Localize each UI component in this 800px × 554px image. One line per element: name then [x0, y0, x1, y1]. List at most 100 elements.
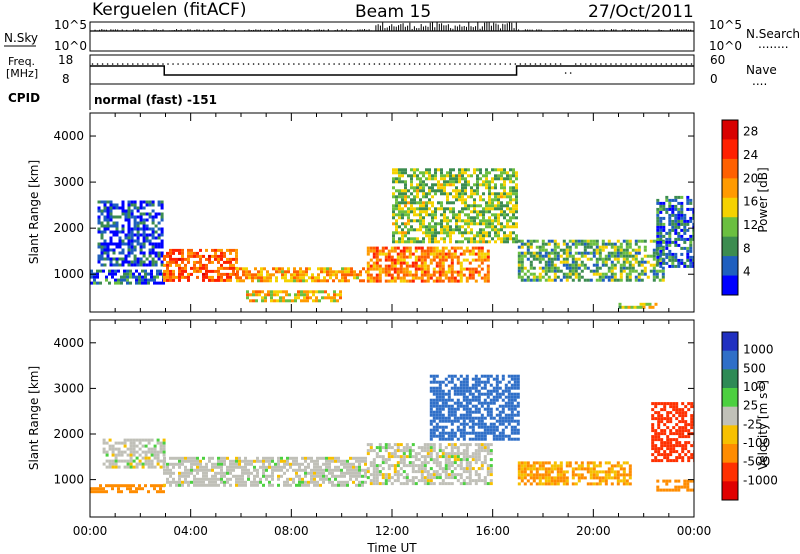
scatter-cell — [411, 455, 415, 459]
scatter-cell — [172, 248, 175, 252]
scatter-cell — [510, 416, 514, 420]
scatter-cell — [90, 275, 93, 279]
scatter-cell — [217, 471, 220, 475]
scatter-cell — [462, 449, 466, 453]
scatter-cell — [187, 257, 190, 261]
scatter-cell — [656, 243, 660, 247]
scatter-cell — [689, 201, 693, 205]
nave-marker: .... — [752, 74, 767, 88]
scatter-cell — [111, 487, 114, 491]
scatter-cell — [619, 278, 623, 282]
scatter-cell — [450, 443, 454, 447]
scatter-cell — [447, 452, 451, 456]
scatter-cell — [489, 407, 493, 411]
scatter-cell — [628, 266, 632, 270]
scatter-cell — [526, 257, 530, 261]
scatter-cell — [127, 212, 131, 216]
scatter-cell — [112, 257, 116, 261]
scatter-cell — [162, 281, 165, 285]
scatter-cell — [115, 245, 119, 249]
scatter-cell — [100, 236, 104, 240]
scatter-cell — [619, 263, 623, 267]
scatter-cell — [404, 201, 407, 205]
scatter-cell — [299, 276, 302, 280]
scatter-cell — [364, 456, 367, 460]
scatter-cell — [571, 263, 575, 267]
scatter-cell — [622, 470, 626, 474]
scatter-cell — [666, 426, 670, 430]
scatter-cell — [136, 236, 140, 240]
scatter-cell — [270, 296, 273, 300]
scatter-cell — [465, 267, 469, 271]
scatter-cell — [322, 480, 325, 484]
scatter-cell — [506, 213, 509, 217]
scatter-cell — [616, 473, 620, 477]
scatter-cell — [459, 443, 463, 447]
scatter-cell — [577, 275, 581, 279]
scatter-cell — [520, 254, 524, 258]
scatter-cell — [413, 237, 416, 241]
scatter-cell — [654, 459, 658, 463]
scatter-cell — [665, 231, 669, 235]
scatter-cell — [334, 474, 337, 478]
scatter-cell — [607, 254, 611, 258]
scatter-cell — [513, 413, 517, 417]
scatter-cell — [683, 228, 687, 232]
scatter-cell — [250, 483, 253, 487]
scatter-cell — [495, 386, 499, 390]
scatter-cell — [264, 296, 267, 300]
scatter-cell — [132, 465, 136, 469]
scatter-cell — [121, 224, 125, 228]
scatter-cell — [159, 450, 163, 454]
scatter-cell — [660, 441, 664, 445]
scatter-cell — [610, 272, 614, 276]
nsearch-marker: ........ — [758, 37, 789, 51]
scatter-cell — [510, 395, 514, 399]
scatter-cell — [217, 266, 220, 270]
scatter-cell — [435, 270, 439, 274]
scatter-cell — [434, 216, 437, 220]
scatter-cell — [102, 490, 105, 494]
scatter-cell — [477, 398, 481, 402]
scatter-cell — [662, 488, 666, 492]
scatter-cell — [458, 216, 461, 220]
scatter-cell — [441, 279, 445, 283]
scatter-cell — [468, 252, 472, 256]
scatter-cell — [440, 177, 443, 181]
scatter-cell — [483, 437, 487, 441]
scatter-cell — [529, 482, 533, 486]
scatter-cell — [477, 479, 481, 483]
scatter-cell — [455, 198, 458, 202]
scatter-cell — [627, 305, 631, 309]
scatter-cell — [298, 480, 301, 484]
scatter-cell — [498, 386, 502, 390]
cpid-value: normal (fast) -151 — [94, 93, 217, 107]
scatter-cell — [553, 479, 557, 483]
scatter-cell — [465, 416, 469, 420]
scatter-cell — [335, 273, 338, 277]
scatter-cell — [408, 264, 412, 268]
scatter-cell — [353, 273, 356, 277]
scatter-cell — [325, 456, 328, 460]
scatter-cell — [471, 452, 475, 456]
scatter-cell — [516, 413, 520, 417]
colorbar-tick-label: -1000 — [743, 473, 778, 487]
scatter-cell — [447, 249, 451, 253]
scatter-cell — [211, 468, 214, 472]
scatter-cell — [420, 258, 424, 262]
scatter-cell — [503, 237, 506, 241]
scatter-cell — [488, 219, 491, 223]
scatter-cell — [241, 474, 244, 478]
nave-dot — [333, 63, 335, 65]
scatter-cell — [338, 270, 341, 274]
time-tick-label: 16:00 — [475, 524, 510, 538]
scatter-cell — [686, 488, 690, 492]
scatter-cell — [425, 183, 428, 187]
scatter-cell — [628, 269, 632, 273]
scatter-cell — [601, 239, 605, 243]
scatter-cell — [489, 383, 493, 387]
scatter-cell — [516, 392, 520, 396]
nsky-tick-top: 10^5 — [54, 18, 87, 32]
nave-dot — [625, 63, 627, 65]
scatter-cell — [325, 465, 328, 469]
